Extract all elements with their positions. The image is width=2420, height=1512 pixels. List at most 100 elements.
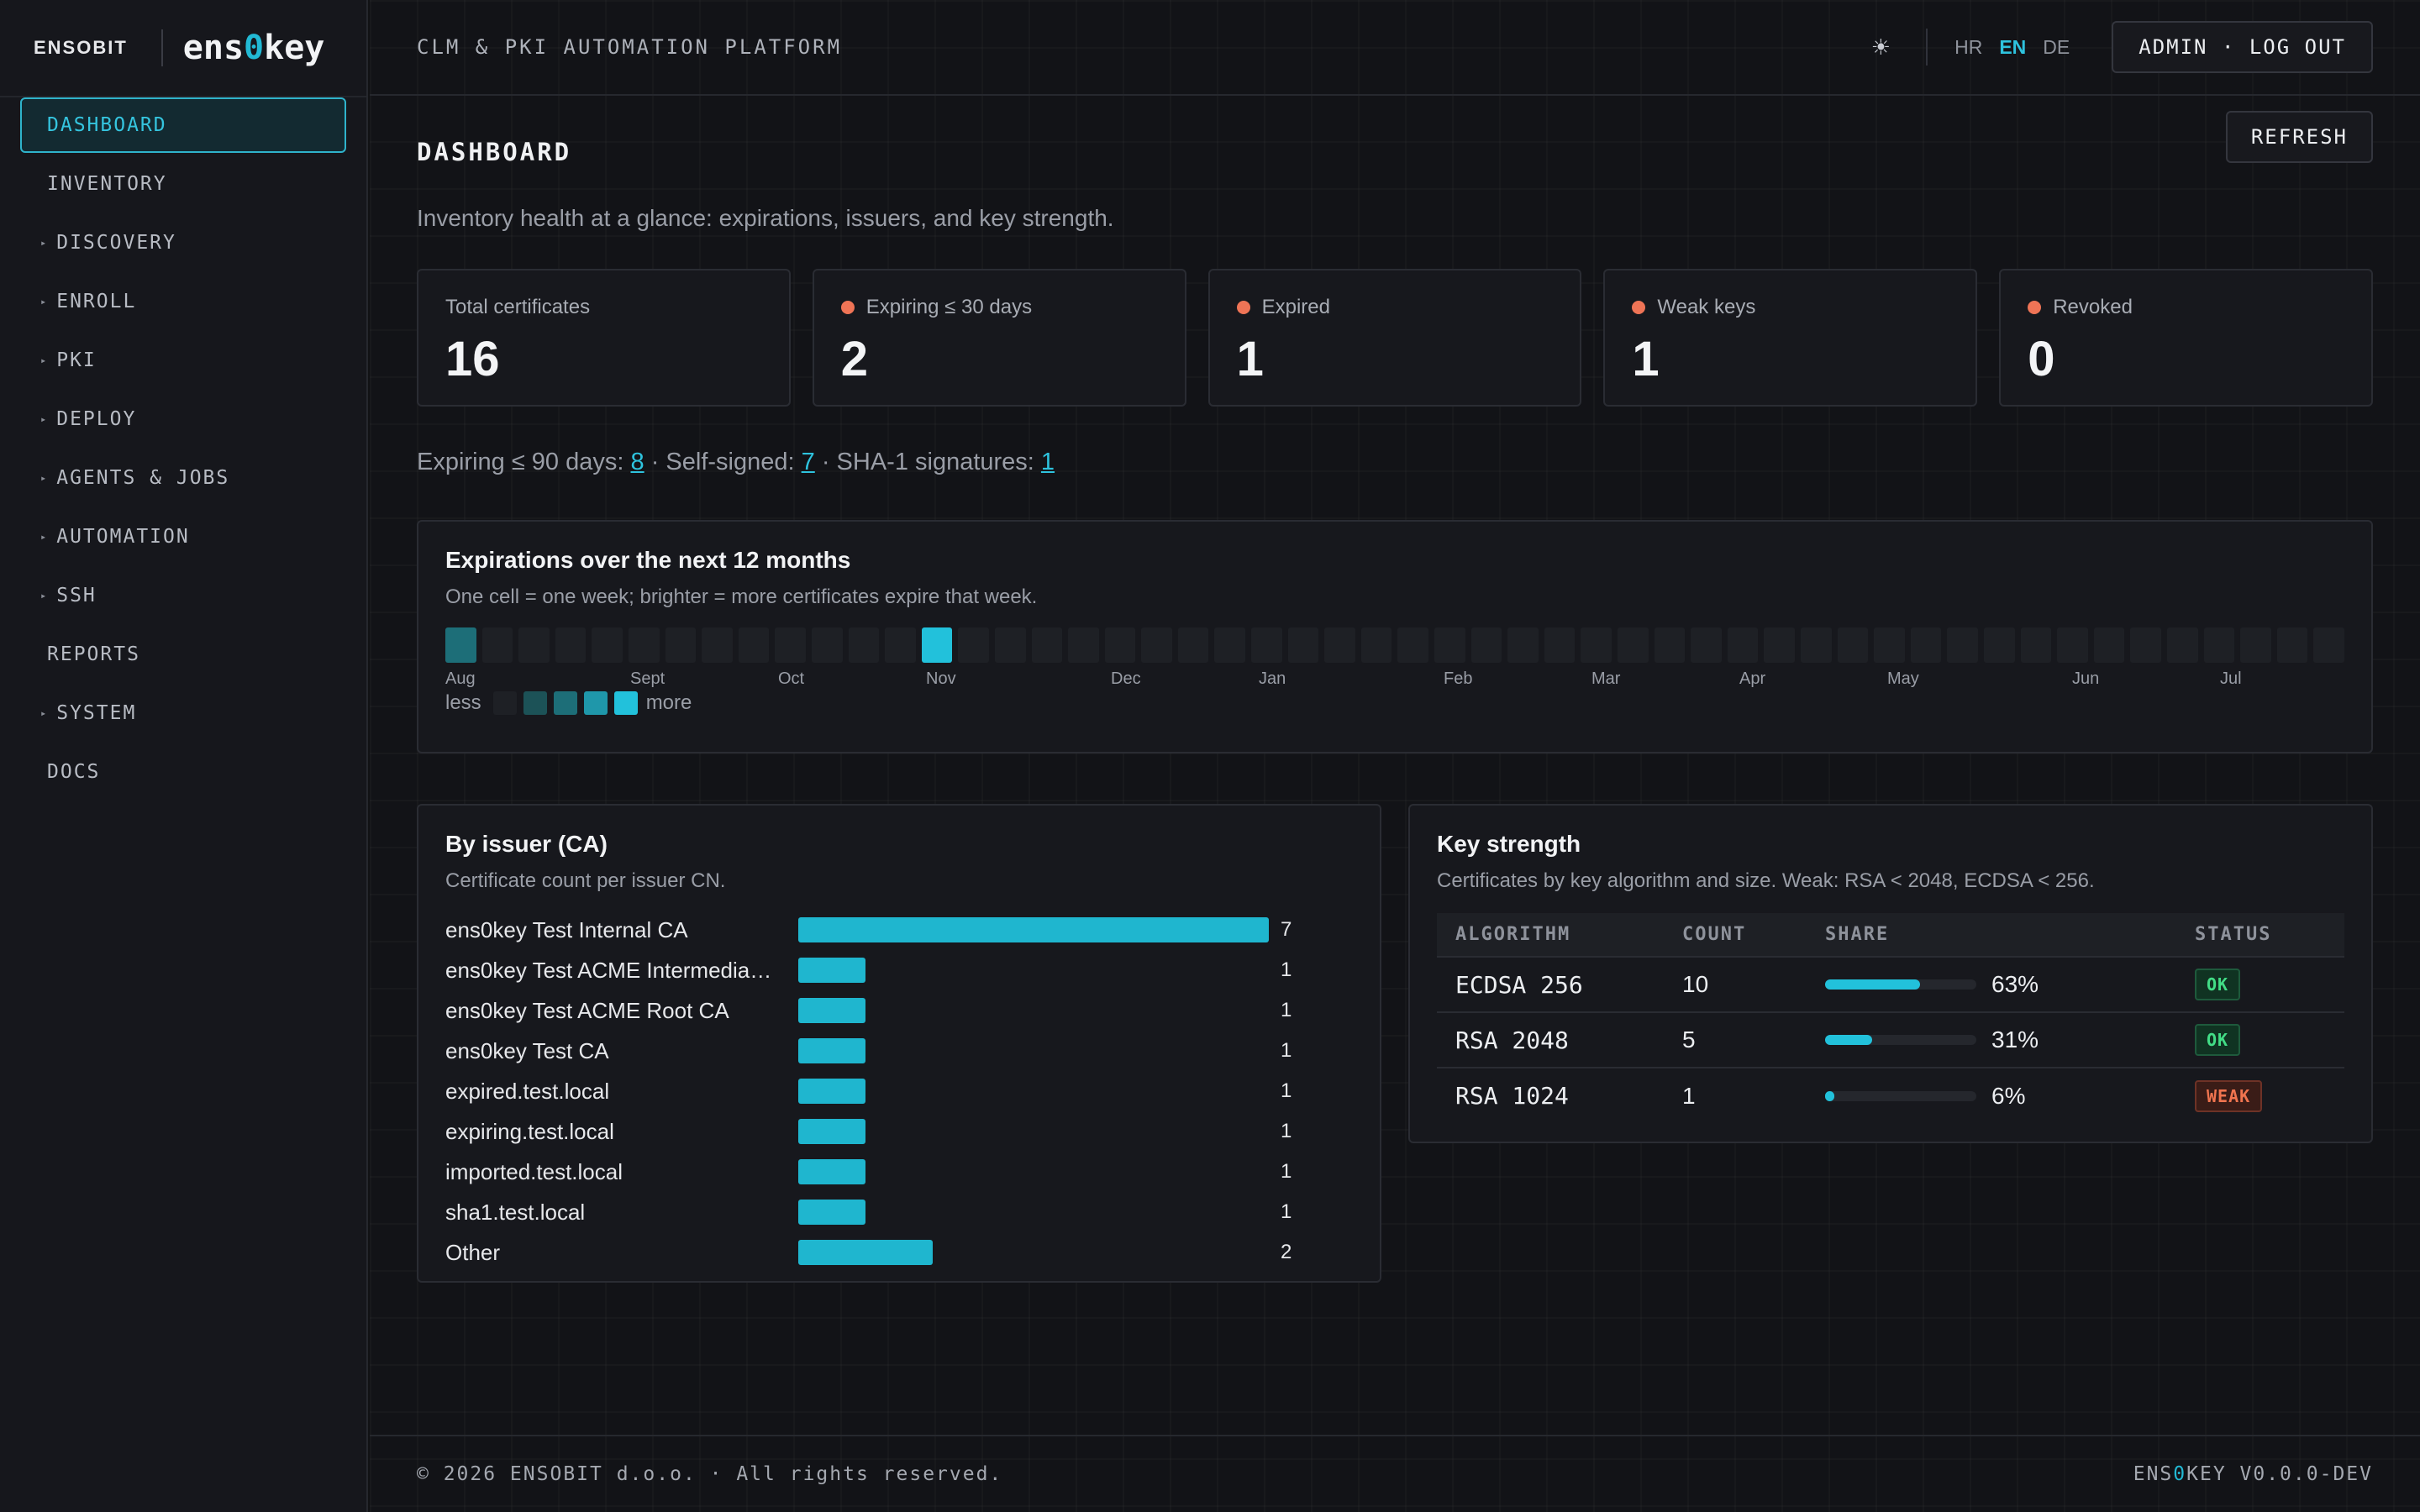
stat-card[interactable]: Expiring ≤ 30 days 2 <box>812 269 1186 407</box>
sidebar-item-docs[interactable]: DOCS <box>20 744 346 800</box>
issuer-bar-row[interactable]: Other 2 <box>445 1232 1353 1273</box>
heatmap-week-cell[interactable] <box>592 627 623 663</box>
heatmap-week-cell[interactable] <box>2276 627 2308 663</box>
sidebar-item-inventory[interactable]: INVENTORY <box>20 156 346 212</box>
heatmap-week-cell[interactable] <box>1360 627 1392 663</box>
sidebar-item-agents-jobs[interactable]: ▸ AGENTS & JOBS <box>20 450 346 506</box>
sha1-link[interactable]: 1 <box>1040 449 1055 475</box>
heatmap-week-cell[interactable] <box>1618 627 1649 663</box>
issuer-bar[interactable] <box>798 1119 865 1144</box>
heatmap-week-cell[interactable] <box>665 627 697 663</box>
heatmap-week-cell[interactable] <box>2020 627 2052 663</box>
heatmap-week-cell[interactable] <box>1031 627 1063 663</box>
issuer-bar-row[interactable]: imported.test.local 1 <box>445 1152 1353 1192</box>
issuer-bar-row[interactable]: expiring.test.local 1 <box>445 1111 1353 1152</box>
sidebar-item-enroll[interactable]: ▸ ENROLL <box>20 274 346 329</box>
heatmap-week-cell[interactable] <box>1324 627 1355 663</box>
issuer-bar[interactable] <box>798 917 1269 942</box>
heatmap-week-cell[interactable] <box>921 627 953 663</box>
heatmap-week-cell[interactable] <box>1068 627 1099 663</box>
sidebar-item-automation[interactable]: ▸ AUTOMATION <box>20 509 346 564</box>
table-row[interactable]: RSA 1024 1 6% WEAK <box>1437 1067 2344 1123</box>
issuer-bar-row[interactable]: expired.test.local 1 <box>445 1071 1353 1111</box>
heatmap-week-cell[interactable] <box>1727 627 1759 663</box>
stat-card[interactable]: Revoked 0 <box>1999 269 2373 407</box>
heatmap-week-cell[interactable] <box>775 627 806 663</box>
issuer-bar[interactable] <box>798 1038 865 1063</box>
heatmap-week-cell[interactable] <box>2313 627 2344 663</box>
heatmap-week-cell[interactable] <box>555 627 587 663</box>
refresh-button[interactable]: REFRESH <box>2225 111 2373 163</box>
issuer-bar[interactable] <box>798 998 865 1023</box>
heatmap-week-cell[interactable] <box>848 627 880 663</box>
heatmap-week-cell[interactable] <box>1837 627 1869 663</box>
sidebar-item-deploy[interactable]: ▸ DEPLOY <box>20 391 346 447</box>
heatmap-week-cell[interactable] <box>2240 627 2271 663</box>
issuer-bar-row[interactable]: ens0key Test ACME Root CA 1 <box>445 990 1353 1031</box>
stat-card[interactable]: Total certificates 16 <box>417 269 791 407</box>
heatmap-week-cell[interactable] <box>518 627 550 663</box>
issuer-bar[interactable] <box>798 1159 865 1184</box>
heatmap-week-cell[interactable] <box>2166 627 2198 663</box>
heatmap-week-cell[interactable] <box>1397 627 1429 663</box>
heatmap-week-cell[interactable] <box>885 627 916 663</box>
heatmap-week-cell[interactable] <box>1544 627 1576 663</box>
heatmap-week-cell[interactable] <box>994 627 1026 663</box>
heatmap-week-cell[interactable] <box>1104 627 1136 663</box>
heatmap-week-cell[interactable] <box>1214 627 1246 663</box>
sidebar-item-discovery[interactable]: ▸ DISCOVERY <box>20 215 346 270</box>
heatmap-week-cell[interactable] <box>1507 627 1539 663</box>
sun-icon[interactable]: ☀ <box>1870 34 1891 60</box>
issuer-bar[interactable] <box>798 958 865 983</box>
heatmap-week-cell[interactable] <box>738 627 770 663</box>
issuer-bar[interactable] <box>798 1079 865 1104</box>
heatmap-week-cell[interactable] <box>1470 627 1502 663</box>
heatmap-week-cell[interactable] <box>2093 627 2125 663</box>
heatmap-week-cell[interactable] <box>1434 627 1465 663</box>
heatmap-week-cell[interactable] <box>1874 627 1905 663</box>
product-logo[interactable]: ens0key <box>182 29 325 67</box>
issuer-bar-row[interactable]: ens0key Test Internal CA 7 <box>445 910 1353 950</box>
issuer-bar-row[interactable]: sha1.test.local 1 <box>445 1192 1353 1232</box>
heatmap-week-cell[interactable] <box>1800 627 1832 663</box>
issuer-bar[interactable] <box>798 1240 933 1265</box>
heatmap-week-cell[interactable] <box>481 627 513 663</box>
self-signed-link[interactable]: 7 <box>801 449 815 475</box>
heatmap-week-cell[interactable] <box>1177 627 1209 663</box>
lang-en[interactable]: EN <box>1999 35 2027 58</box>
sidebar-item-dashboard[interactable]: DASHBOARD <box>20 97 346 153</box>
sidebar-item-reports[interactable]: REPORTS <box>20 627 346 682</box>
logout-button[interactable]: ADMIN · LOG OUT <box>2112 21 2373 73</box>
issuer-bar-row[interactable]: ens0key Test CA 1 <box>445 1031 1353 1071</box>
heatmap-week-cell[interactable] <box>1287 627 1319 663</box>
table-row[interactable]: RSA 2048 5 31% OK <box>1437 1011 2344 1068</box>
heatmap-week-cell[interactable] <box>2203 627 2235 663</box>
heatmap-week-cell[interactable] <box>1581 627 1612 663</box>
expiring-90-link[interactable]: 8 <box>630 449 644 475</box>
stat-card[interactable]: Weak keys 1 <box>1603 269 1978 407</box>
lang-de[interactable]: DE <box>2043 35 2070 58</box>
heatmap-week-cell[interactable] <box>1764 627 1795 663</box>
sidebar-item-pki[interactable]: ▸ PKI <box>20 333 346 388</box>
heatmap-week-cell[interactable] <box>445 627 476 663</box>
heatmap-week-cell[interactable] <box>702 627 733 663</box>
heatmap-week-cell[interactable] <box>1983 627 2015 663</box>
lang-hr[interactable]: HR <box>1954 35 1983 58</box>
heatmap-week-cell[interactable] <box>958 627 989 663</box>
heatmap-week-cell[interactable] <box>628 627 660 663</box>
heatmap-week-cell[interactable] <box>1251 627 1282 663</box>
heatmap-week-cell[interactable] <box>1141 627 1172 663</box>
sidebar-item-ssh[interactable]: ▸ SSH <box>20 568 346 623</box>
heatmap-week-cell[interactable] <box>1654 627 1686 663</box>
stat-card[interactable]: Expired 1 <box>1207 269 1582 407</box>
heatmap-week-cell[interactable] <box>2057 627 2088 663</box>
issuer-bar[interactable] <box>798 1200 865 1225</box>
issuer-bar-row[interactable]: ens0key Test ACME Intermedia… 1 <box>445 950 1353 990</box>
heatmap-week-cell[interactable] <box>1691 627 1722 663</box>
heatmap-week-cell[interactable] <box>1910 627 1942 663</box>
sidebar-item-system[interactable]: ▸ SYSTEM <box>20 685 346 741</box>
table-row[interactable]: ECDSA 256 10 63% OK <box>1437 956 2344 1012</box>
heatmap-week-cell[interactable] <box>1947 627 1978 663</box>
heatmap-week-cell[interactable] <box>811 627 843 663</box>
heatmap-week-cell[interactable] <box>2130 627 2161 663</box>
